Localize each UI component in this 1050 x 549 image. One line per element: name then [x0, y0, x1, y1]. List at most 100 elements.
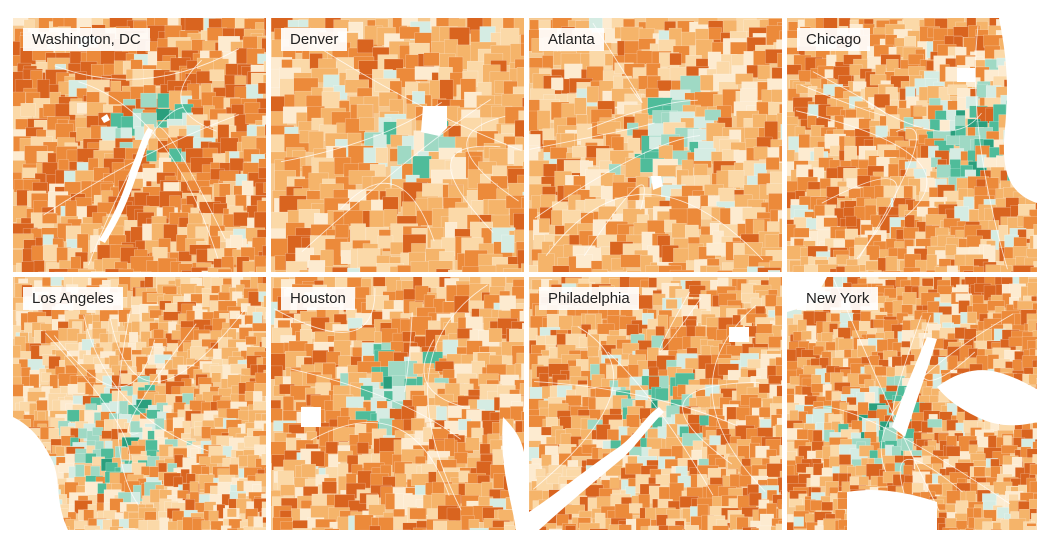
census-tract: [521, 263, 524, 272]
census-tract: [218, 292, 231, 301]
census-tract: [748, 492, 762, 507]
water-body: [421, 106, 447, 136]
map-panel-new-york: New York: [787, 277, 1037, 530]
census-tract: [105, 268, 124, 272]
census-tract: [903, 267, 921, 272]
census-tract: [829, 145, 840, 157]
census-tract: [845, 215, 857, 227]
census-tract: [774, 315, 782, 326]
census-tract: [620, 254, 642, 268]
census-tract: [715, 457, 727, 468]
road: [54, 48, 240, 80]
census-tract: [611, 136, 625, 151]
census-tract: [780, 124, 782, 144]
census-tract: [777, 499, 782, 510]
choropleth-philadelphia: [529, 277, 782, 530]
census-tract: [973, 266, 985, 272]
census-tract: [324, 528, 340, 530]
road: [821, 178, 898, 260]
census-tract: [261, 38, 266, 53]
water-layer: [421, 106, 447, 136]
census-tract: [779, 445, 782, 465]
tract-layer: [787, 18, 1037, 272]
census-tract: [665, 299, 678, 309]
census-tract: [503, 525, 521, 530]
census-tract: [946, 265, 958, 272]
census-tract: [712, 525, 729, 530]
road: [858, 127, 917, 259]
census-tract: [48, 268, 72, 272]
water-body: [651, 176, 663, 190]
census-tract: [118, 268, 134, 272]
census-tract: [155, 108, 171, 121]
water-layer: [13, 417, 68, 530]
census-tract: [514, 229, 524, 243]
census-tract: [597, 323, 615, 335]
census-tract: [520, 42, 524, 57]
census-tract: [70, 256, 81, 272]
census-tract: [936, 164, 951, 178]
census-tract: [708, 27, 722, 40]
census-tract: [435, 268, 451, 272]
census-tract: [779, 218, 782, 239]
census-tract: [775, 523, 782, 530]
census-tract: [292, 528, 316, 530]
choropleth-chicago: [787, 18, 1037, 272]
census-tract: [211, 372, 222, 383]
census-tract: [256, 200, 266, 218]
choropleth-houston: [271, 277, 524, 530]
map-panel-chicago: Chicago: [787, 18, 1037, 272]
census-tract: [575, 254, 593, 269]
road-layer: [529, 22, 764, 261]
census-tract: [501, 234, 515, 253]
road-layer: [280, 33, 522, 253]
road: [128, 323, 197, 435]
road: [592, 22, 643, 104]
census-tract: [689, 285, 706, 295]
census-tract: [1028, 373, 1037, 386]
water-body: [957, 68, 975, 82]
census-tract: [685, 525, 699, 530]
census-tract: [254, 255, 266, 272]
census-tract: [209, 69, 225, 81]
census-tract: [902, 292, 917, 306]
census-tract: [461, 266, 484, 272]
choropleth-atlanta: [529, 18, 782, 272]
census-tract: [55, 446, 65, 457]
census-tract: [359, 117, 375, 131]
census-tract: [280, 484, 295, 496]
road: [109, 309, 245, 382]
census-tract: [667, 525, 684, 530]
road: [297, 33, 522, 152]
water-body: [99, 128, 153, 243]
census-tract: [671, 223, 687, 239]
census-tract: [227, 508, 237, 518]
map-label-denver: Denver: [281, 28, 348, 51]
census-tract: [261, 453, 266, 466]
census-tract: [780, 339, 782, 353]
census-tract: [823, 217, 838, 227]
census-tract: [510, 406, 524, 421]
census-tract: [574, 97, 587, 115]
census-tract: [325, 441, 339, 454]
census-tract: [514, 119, 524, 147]
water-body: [301, 407, 321, 427]
census-tract: [636, 50, 653, 65]
census-tract: [926, 254, 938, 272]
census-tract: [153, 329, 164, 339]
census-tract: [201, 520, 211, 530]
census-tract: [967, 311, 977, 324]
census-tract: [728, 170, 745, 188]
census-tract: [697, 18, 719, 25]
census-tract: [776, 417, 782, 431]
census-tract: [776, 39, 782, 54]
census-tract: [140, 271, 152, 272]
census-tract: [428, 260, 453, 272]
census-tract: [538, 373, 549, 387]
census-tract: [963, 270, 980, 272]
census-tract: [488, 328, 503, 343]
census-tract: [747, 266, 765, 272]
census-tract: [565, 525, 576, 530]
census-tract: [97, 202, 116, 215]
road: [83, 315, 209, 452]
